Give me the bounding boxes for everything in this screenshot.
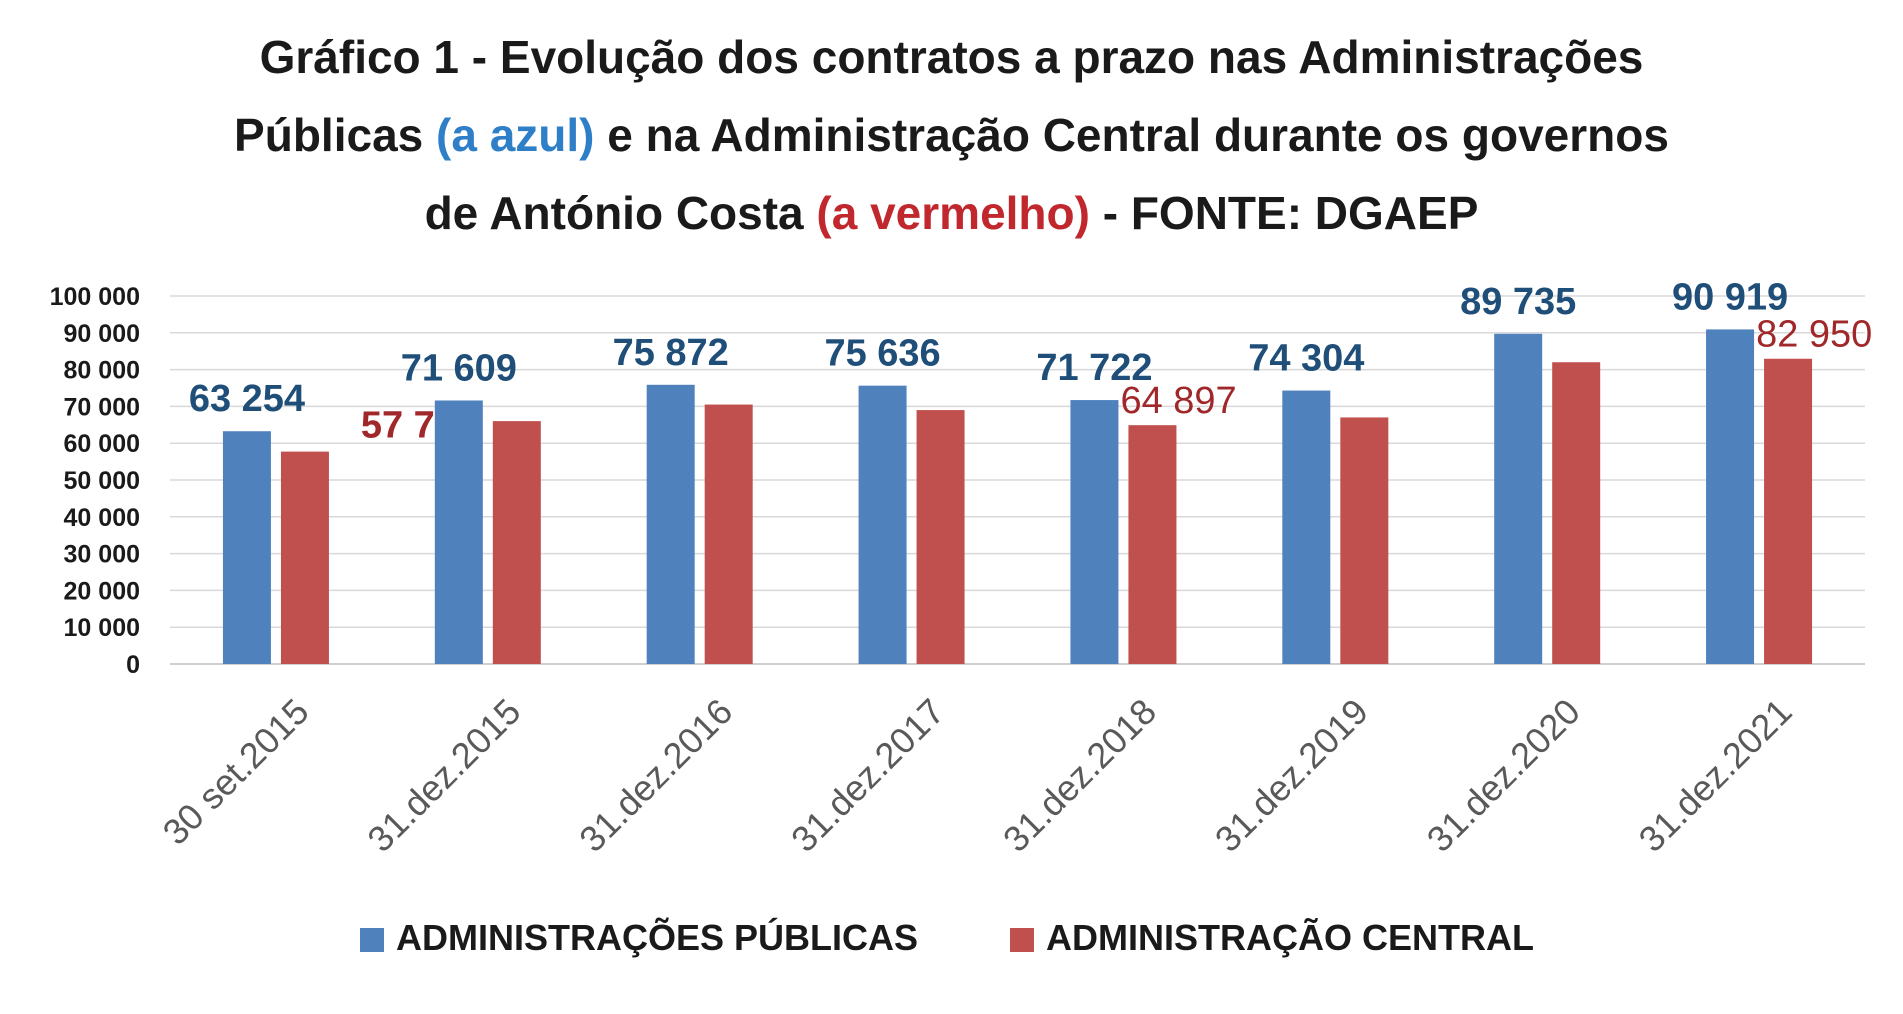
data-label-administracoes-publicas: 63 254 — [189, 378, 305, 420]
y-tick-label: 30 000 — [64, 541, 140, 569]
y-tick-label: 10 000 — [64, 614, 140, 642]
x-tick-label: 31.dez.2015 — [359, 691, 528, 860]
title-line-2-pre: Públicas — [234, 109, 437, 161]
legend-label-administracoes-publicas: ADMINISTRAÇÕES PÚBLICAS — [396, 916, 918, 958]
data-label-administracoes-publicas: 90 919 — [1672, 276, 1788, 318]
title-line-3: de António Costa (a vermelho) - FONTE: D… — [0, 174, 1903, 252]
y-tick-label: 60 000 — [64, 430, 140, 458]
title-line-2-post: e na Administração Central durante os go… — [594, 109, 1669, 161]
bar-administracao-central — [704, 404, 753, 664]
data-label-administracao-central: 64 897 — [1120, 380, 1236, 422]
title-line-2: Públicas (a azul) e na Administração Cen… — [0, 96, 1903, 174]
data-label-administracoes-publicas: 74 304 — [1248, 338, 1364, 380]
bar-administracao-central — [1340, 417, 1389, 664]
legend-swatch-administracao-central — [1010, 928, 1034, 952]
title-blue-highlight: (a azul) — [436, 109, 595, 161]
title-line-3-pre: de António Costa — [424, 187, 817, 239]
legend-label-administracao-central: ADMINISTRAÇÃO CENTRAL — [1046, 916, 1534, 958]
y-tick-label: 70 000 — [64, 393, 140, 421]
x-tick-label: 31.dez.2019 — [1207, 691, 1376, 860]
bar-administracoes-publicas — [646, 384, 695, 664]
data-label-administracoes-publicas: 75 636 — [824, 333, 940, 375]
y-tick-label: 0 — [126, 651, 140, 679]
y-tick-label: 80 000 — [64, 357, 140, 385]
x-tick-label: 31.dez.2017 — [783, 691, 952, 860]
data-label-administracao-central: 82 950 — [1756, 314, 1872, 356]
x-tick-label: 30 set.2015 — [155, 691, 317, 853]
data-label-administracoes-publicas: 75 872 — [613, 332, 729, 374]
bar-administracao-central — [492, 421, 541, 664]
bar-administracao-central — [916, 410, 965, 664]
y-tick-label: 100 000 — [50, 283, 140, 311]
x-tick-label: 31.dez.2021 — [1631, 691, 1800, 860]
data-label-administracoes-publicas: 89 735 — [1460, 281, 1576, 323]
x-tick-label: 31.dez.2016 — [571, 691, 740, 860]
data-label-administracoes-publicas: 71 609 — [401, 347, 517, 389]
bar-administracao-central — [280, 451, 329, 664]
bar-administracoes-publicas — [1494, 333, 1543, 664]
bar-administracao-central — [1764, 358, 1813, 664]
bar-administracoes-publicas — [222, 431, 271, 664]
x-tick-label: 31.dez.2018 — [995, 691, 1164, 860]
bar-administracoes-publicas — [858, 385, 907, 664]
bar-administracoes-publicas — [1282, 390, 1331, 664]
bar-administracao-central — [1128, 425, 1177, 664]
y-tick-label: 40 000 — [64, 504, 140, 532]
data-label-administracoes-publicas: 71 722 — [1036, 347, 1152, 389]
y-tick-label: 90 000 — [64, 320, 140, 348]
legend-swatch-administracoes-publicas — [360, 928, 384, 952]
bar-administracoes-publicas — [1706, 329, 1755, 664]
y-tick-label: 20 000 — [64, 577, 140, 605]
y-tick-label: 50 000 — [64, 467, 140, 495]
bar-administracao-central — [1552, 362, 1601, 664]
x-tick-label: 31.dez.2020 — [1419, 691, 1588, 860]
bar-administracoes-publicas — [1070, 400, 1119, 664]
title-line-1: Gráfico 1 - Evolução dos contratos a pra… — [259, 31, 1644, 83]
bar-administracoes-publicas — [434, 400, 483, 664]
chart-title: Gráfico 1 - Evolução dos contratos a pra… — [0, 18, 1903, 252]
title-line-3-post: - FONTE: DGAEP — [1089, 187, 1479, 239]
title-red-highlight: (a vermelho) — [816, 187, 1090, 239]
